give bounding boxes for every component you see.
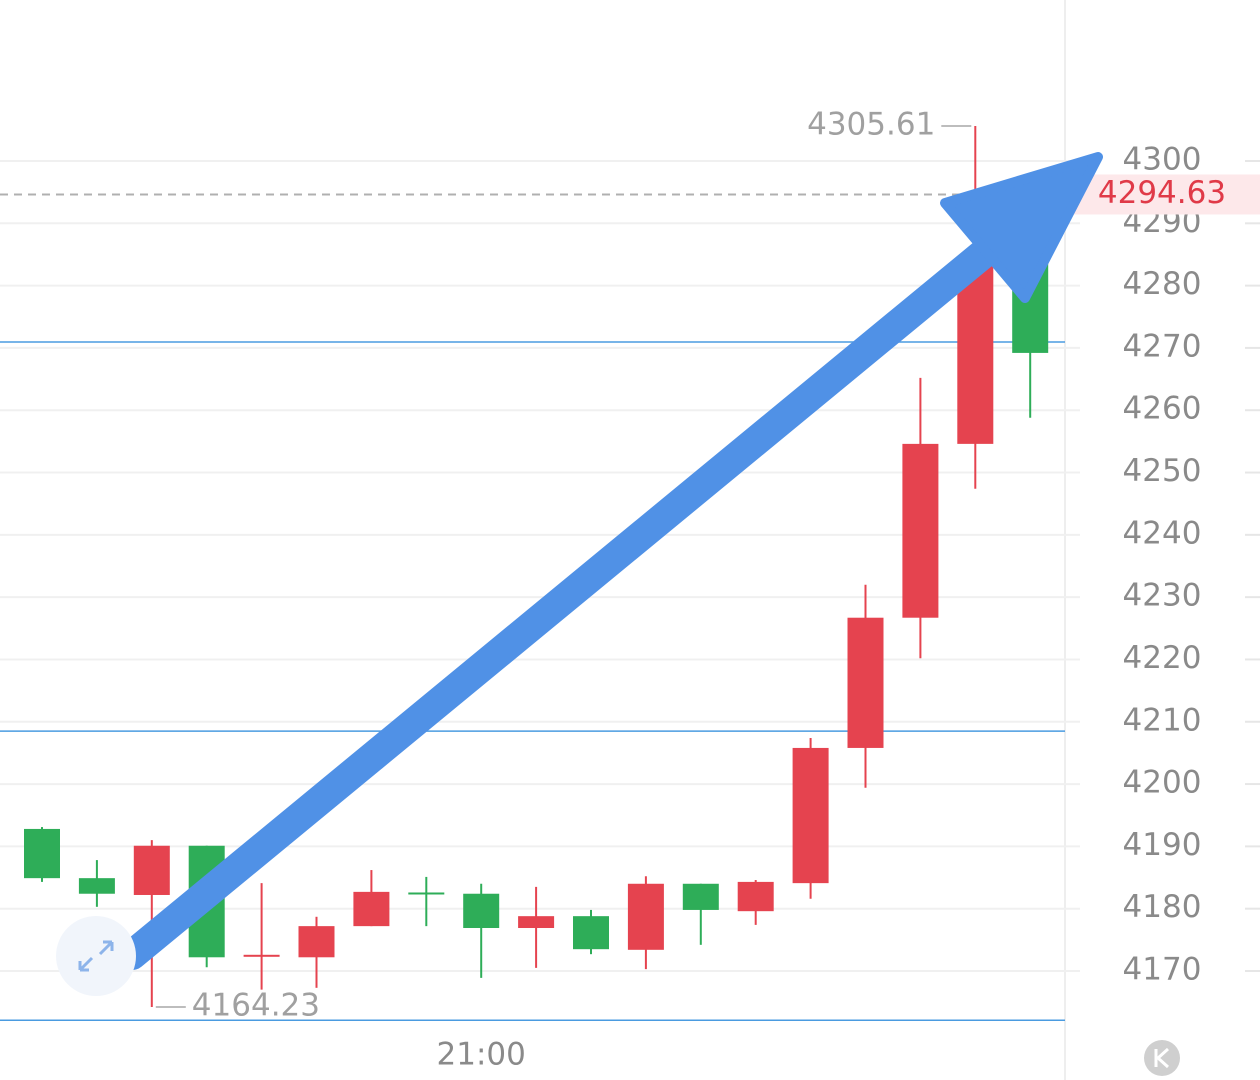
y-tick-label: 4300 bbox=[1123, 142, 1202, 178]
candle-body bbox=[24, 828, 60, 879]
y-tick-label: 4170 bbox=[1123, 951, 1202, 987]
last-price-label: 4294.63 bbox=[1098, 175, 1226, 211]
candle-body bbox=[408, 892, 445, 895]
y-tick-label: 4250 bbox=[1123, 453, 1202, 489]
candle-body bbox=[353, 891, 390, 927]
candle-body bbox=[792, 747, 829, 884]
candle-body bbox=[518, 916, 555, 929]
candle-body bbox=[957, 265, 994, 444]
k-button[interactable] bbox=[1144, 1040, 1180, 1076]
y-tick-label: 4180 bbox=[1123, 889, 1202, 925]
y-tick-label: 4230 bbox=[1123, 578, 1202, 614]
expand-button[interactable] bbox=[56, 916, 136, 996]
y-tick-label: 4190 bbox=[1123, 827, 1202, 863]
candle-body bbox=[902, 443, 939, 618]
y-tick-label: 4270 bbox=[1123, 328, 1202, 364]
candle-body bbox=[682, 883, 719, 910]
candle-body bbox=[847, 617, 884, 748]
y-tick-label: 4200 bbox=[1123, 765, 1202, 801]
trend-arrow bbox=[117, 152, 1103, 970]
candle-body bbox=[627, 883, 664, 950]
plot-area: 4170 4180 4190 4200 4210 4220 4230 4240 4250 4260… bbox=[0, 107, 1260, 1073]
y-tick-label: 4240 bbox=[1123, 515, 1202, 551]
y-tick-label: 4260 bbox=[1123, 391, 1202, 427]
last-price-box bbox=[1070, 174, 1260, 215]
low-label: 4164.23 bbox=[192, 987, 320, 1023]
candle-body bbox=[78, 878, 115, 894]
candle-body bbox=[243, 954, 280, 957]
candle-body bbox=[573, 916, 609, 950]
high-label: 4305.61 bbox=[807, 107, 935, 143]
y-tick-label: 4210 bbox=[1123, 702, 1202, 738]
y-tick-label: 4280 bbox=[1123, 266, 1202, 302]
candle-body bbox=[463, 893, 500, 929]
candle-body bbox=[133, 845, 170, 895]
x-tick-label: 21:00 bbox=[437, 1037, 526, 1073]
y-tick-label: 4220 bbox=[1123, 640, 1202, 676]
candle-body bbox=[298, 926, 335, 958]
candle-body bbox=[737, 881, 774, 912]
